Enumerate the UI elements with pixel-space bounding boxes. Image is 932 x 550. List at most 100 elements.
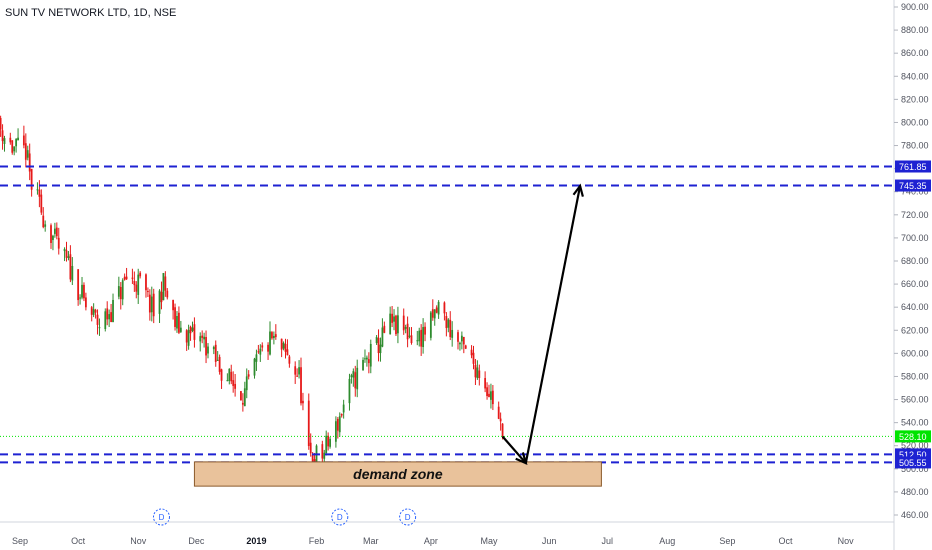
candle <box>342 399 345 419</box>
y-tick-label: 860.00 <box>901 48 929 58</box>
candle <box>191 321 194 333</box>
dividend-marker[interactable]: D <box>152 508 170 526</box>
dividend-marker[interactable]: D <box>331 508 349 526</box>
y-tick-label: 720.00 <box>901 210 929 220</box>
candle <box>201 330 204 344</box>
projection-arrow[interactable] <box>501 183 584 465</box>
levels-layer <box>0 165 894 464</box>
candle <box>63 247 66 262</box>
x-tick-label: Sep <box>12 536 28 546</box>
candle <box>288 354 291 368</box>
dividend-marker[interactable]: D <box>399 508 417 526</box>
svg-text:D: D <box>405 513 411 522</box>
candle <box>354 365 357 397</box>
y-tick-label: 740.00 <box>901 187 929 197</box>
candle <box>145 273 147 298</box>
y-tick-label: 560.00 <box>901 395 929 405</box>
candle <box>106 301 109 326</box>
svg-text:D: D <box>337 513 343 522</box>
candle <box>269 321 271 356</box>
candle <box>261 342 264 352</box>
candle <box>499 412 502 431</box>
candle <box>325 430 328 456</box>
y-tick-label: 780.00 <box>901 141 929 151</box>
projection-path[interactable] <box>501 185 582 465</box>
demand-zone-label: demand zone <box>353 466 443 482</box>
demand-zone-box[interactable] <box>193 461 602 487</box>
candle <box>94 308 97 319</box>
candle <box>307 393 310 450</box>
candle <box>79 294 81 305</box>
candle <box>53 222 56 238</box>
y-tick-label: 880.00 <box>901 25 929 35</box>
candle <box>42 207 45 229</box>
candle <box>228 368 231 385</box>
candle <box>150 286 153 322</box>
x-tick-label: Nov <box>838 536 855 546</box>
candle <box>24 133 27 168</box>
y-tick-label: 800.00 <box>901 117 929 127</box>
candle <box>422 318 425 354</box>
demand-zone[interactable]: demand zone <box>193 461 602 487</box>
candle <box>416 330 419 346</box>
candle <box>437 300 440 319</box>
candle <box>431 299 434 321</box>
candle <box>406 316 409 348</box>
candle <box>435 305 438 314</box>
candle <box>44 220 47 232</box>
candle <box>245 368 248 399</box>
candle <box>178 306 180 335</box>
candle <box>298 360 300 379</box>
candle <box>199 332 202 352</box>
candle <box>329 436 331 449</box>
candle <box>84 292 87 311</box>
candle <box>391 305 393 328</box>
candle <box>0 115 2 137</box>
candle <box>52 234 54 251</box>
time-axis[interactable]: Sep Oct Nov Dec 2019 Feb Mar Apr May Jun Jul Aug Sep… <box>12 536 854 546</box>
candle <box>460 331 463 350</box>
candle <box>459 341 461 351</box>
candle <box>340 413 343 418</box>
candle <box>98 318 101 336</box>
candle <box>379 337 382 362</box>
candle <box>375 335 378 345</box>
candle <box>255 349 258 371</box>
candle <box>282 341 285 351</box>
candle <box>193 317 196 348</box>
candle <box>212 345 215 355</box>
price-axis[interactable]: 900.00 880.00 860.00 840.00 820.00 800.00 780.… <box>894 2 929 520</box>
candle <box>234 373 237 397</box>
x-tick-label: Aug <box>659 536 675 546</box>
y-tick-label: 680.00 <box>901 256 929 266</box>
candle <box>338 412 341 437</box>
candle <box>381 318 384 348</box>
candle <box>476 360 479 380</box>
svg-text:761.85: 761.85 <box>899 162 927 172</box>
candle <box>253 357 256 379</box>
arrow-head-up <box>572 183 584 197</box>
candle <box>478 364 481 386</box>
candle <box>272 331 275 345</box>
candle <box>369 339 372 374</box>
y-tick-label: 900.00 <box>901 2 929 12</box>
candle <box>334 416 337 448</box>
candle <box>69 245 72 283</box>
candle <box>429 310 432 341</box>
candle <box>187 324 190 350</box>
candle <box>174 303 176 331</box>
candle <box>158 289 161 323</box>
candle <box>364 349 366 363</box>
candle <box>77 268 80 306</box>
candle <box>125 267 128 280</box>
candle <box>55 222 58 240</box>
candle <box>395 314 397 337</box>
candle <box>119 282 122 310</box>
price-badge: 528.10 <box>895 430 931 443</box>
candle <box>393 309 395 331</box>
x-tick-label: Jul <box>601 536 613 546</box>
candle <box>205 330 207 364</box>
